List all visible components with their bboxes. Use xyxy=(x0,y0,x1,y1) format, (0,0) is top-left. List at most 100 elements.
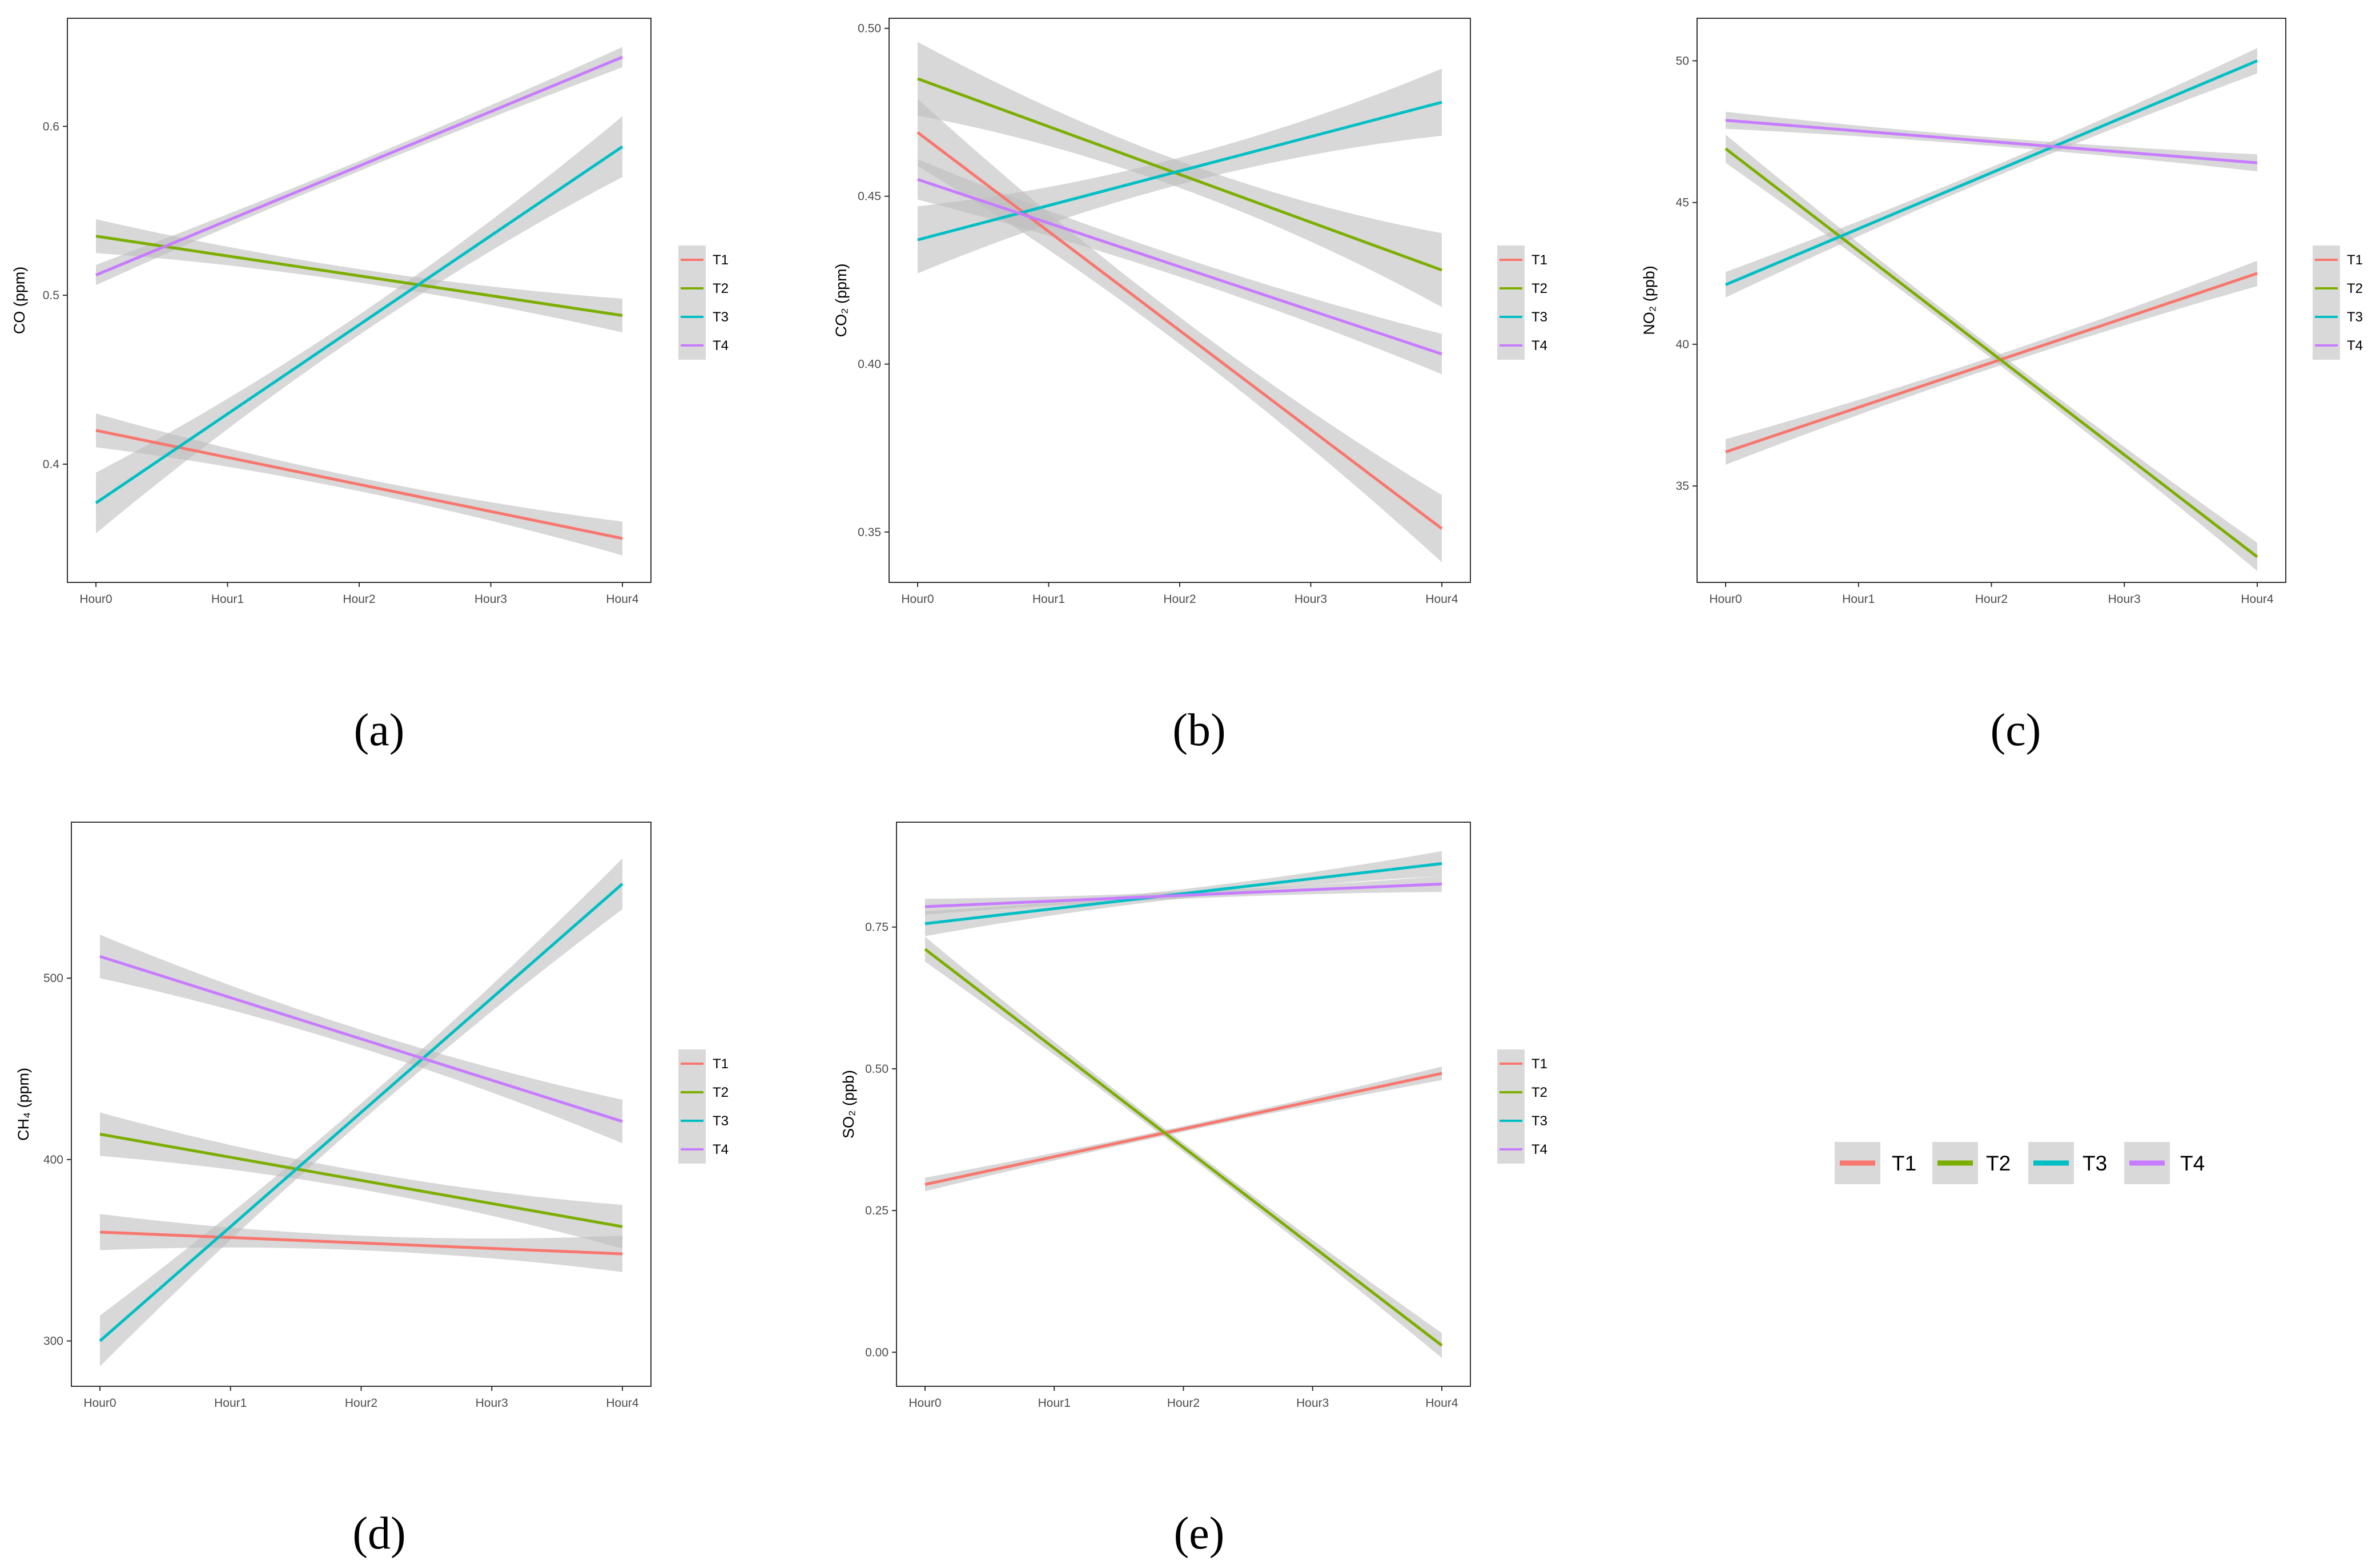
legend-label-t3-e: T3 xyxy=(1531,1113,1547,1129)
y-axis-title-c: NO₂ (ppb) xyxy=(1641,265,1658,335)
y-tick-label-e: 0.75 xyxy=(865,921,889,934)
y-tick-label-c: 45 xyxy=(1676,196,1689,210)
y-tick-label-b: 0.35 xyxy=(858,526,881,539)
x-tick-label-e: Hour4 xyxy=(1425,1397,1458,1410)
x-tick-label-d: Hour2 xyxy=(345,1397,377,1410)
x-tick-label-a: Hour4 xyxy=(606,593,639,606)
legend-label-t4-c: T4 xyxy=(2347,338,2363,353)
series-line-t1-e xyxy=(924,1072,1442,1186)
legend-label-t2-d: T2 xyxy=(713,1085,729,1100)
x-tick-label-d: Hour3 xyxy=(476,1397,508,1410)
x-tick-label-a: Hour2 xyxy=(343,593,375,606)
legend-label-t4-a: T4 xyxy=(713,338,729,353)
series-line-t3-c xyxy=(1725,59,2258,286)
y-tick-label-e: 0.25 xyxy=(865,1204,889,1217)
series-line-t2-a xyxy=(95,235,623,317)
series-line-t4-a xyxy=(95,55,623,276)
y-tick-label-d: 500 xyxy=(43,972,63,985)
x-tick-label-e: Hour3 xyxy=(1296,1397,1329,1410)
legend-label-t2-b: T2 xyxy=(1531,281,1547,296)
y-axis-title-e: SO₂ (ppb) xyxy=(840,1070,857,1138)
x-tick-label-c: Hour1 xyxy=(1842,593,1875,606)
x-tick-label-e: Hour1 xyxy=(1038,1397,1071,1410)
series-line-t2-d xyxy=(99,1132,623,1228)
series-line-t2-e xyxy=(924,948,1443,1347)
series-line-t2-c xyxy=(1724,147,2258,558)
legend-label-t4-d: T4 xyxy=(713,1142,729,1157)
x-tick-label-a: Hour3 xyxy=(475,593,507,606)
caption-e: (e) xyxy=(1174,1508,1225,1559)
legend-label-t2-c: T2 xyxy=(2347,281,2363,296)
shared-legend: T1 T2 T3 T4 xyxy=(1835,1142,2205,1184)
series-line-t1-a xyxy=(95,429,623,540)
legend-label-t1-e: T1 xyxy=(1531,1056,1547,1072)
x-tick-label-b: Hour2 xyxy=(1163,593,1196,606)
caption-a: (a) xyxy=(354,705,405,755)
chart-panel-c: 35 40 45 50 Hour0 Hour1 Hour2 Hour3 Hour4 NO₂ (pp… xyxy=(1641,18,2363,606)
y-axis-title-b: CO₂ (ppm) xyxy=(833,264,850,337)
y-tick-label-d: 300 xyxy=(43,1335,63,1348)
series-line-t4-e xyxy=(924,882,1442,908)
caption-b: (b) xyxy=(1172,705,1225,755)
x-tick-label-a: Hour0 xyxy=(79,593,112,606)
x-tick-label-d: Hour0 xyxy=(83,1397,116,1410)
series-line-t1-c xyxy=(1725,272,2258,453)
y-tick-label-d: 400 xyxy=(43,1153,63,1166)
series-line-t3-b xyxy=(917,100,1442,242)
series-line-t3-d xyxy=(99,883,624,1342)
series-line-t1-b xyxy=(916,131,1443,530)
y-tick-label-a: 0.4 xyxy=(43,458,60,471)
chart-panel-d: 300 400 500 Hour0 Hour1 Hour2 Hour3 Hour4 CH₄ (p… xyxy=(15,822,729,1410)
legend-label-t1-d: T1 xyxy=(713,1056,729,1072)
chart-panel-b: 0.35 0.40 0.45 0.50 Hour0 Hour1 Hour2 Hour3 Hour… xyxy=(833,18,1547,606)
shared-legend-label-t4: T4 xyxy=(2180,1152,2205,1175)
x-tick-label-c: Hour3 xyxy=(2108,593,2141,606)
legend-label-t4-b: T4 xyxy=(1531,338,1547,353)
legend-label-t3-a: T3 xyxy=(713,309,729,325)
y-axis-title-a: CO (ppm) xyxy=(11,267,28,335)
x-tick-label-a: Hour1 xyxy=(211,593,244,606)
series-line-t4-c xyxy=(1725,119,2258,164)
legend-label-t1-b: T1 xyxy=(1531,252,1547,268)
legend-label-t2-a: T2 xyxy=(713,281,729,296)
series-line-t4-b xyxy=(917,178,1442,356)
y-tick-label-e: 0.00 xyxy=(865,1346,889,1359)
series-line-t3-e xyxy=(924,862,1442,926)
caption-d: (d) xyxy=(352,1508,405,1559)
x-tick-label-c: Hour4 xyxy=(2241,593,2274,606)
y-tick-label-b: 0.45 xyxy=(858,190,881,203)
x-tick-label-d: Hour1 xyxy=(214,1397,247,1410)
y-tick-label-b: 0.50 xyxy=(858,22,881,35)
legend-label-t1-a: T1 xyxy=(713,252,729,268)
y-tick-label-a: 0.5 xyxy=(43,289,59,302)
series-line-t2-b xyxy=(917,77,1442,272)
chart-panel-a: 0.4 0.5 0.6 Hour0 Hour1 Hour2 Hour3 Hour4 CO (pp… xyxy=(11,18,729,606)
y-tick-label-a: 0.6 xyxy=(43,120,59,133)
caption-c: (c) xyxy=(1991,705,2041,755)
x-tick-label-c: Hour0 xyxy=(1709,593,1742,606)
x-tick-label-b: Hour4 xyxy=(1425,593,1458,606)
series-line-t4-d xyxy=(99,955,623,1123)
x-tick-label-d: Hour4 xyxy=(606,1397,639,1410)
legend-label-t2-e: T2 xyxy=(1531,1085,1547,1100)
legend-label-t4-e: T4 xyxy=(1531,1142,1547,1157)
y-tick-label-e: 0.50 xyxy=(865,1063,889,1076)
y-tick-label-c: 50 xyxy=(1676,54,1689,67)
chart-panel-e: 0.00 0.25 0.50 0.75 Hour0 Hour1 Hour2 Hour3 Hour… xyxy=(840,822,1547,1410)
legend-label-t1-c: T1 xyxy=(2347,252,2363,268)
legend-label-t3-b: T3 xyxy=(1531,309,1547,325)
series-line-t3-a xyxy=(95,145,624,505)
x-tick-label-b: Hour0 xyxy=(901,593,934,606)
panels: 0.4 0.5 0.6 Hour0 Hour1 Hour2 Hour3 Hour4 CO (pp… xyxy=(11,18,2363,1410)
legend-label-t3-d: T3 xyxy=(713,1113,729,1129)
legend-label-t3-c: T3 xyxy=(2347,309,2363,325)
shared-legend-label-t3: T3 xyxy=(2082,1152,2107,1175)
x-tick-label-b: Hour3 xyxy=(1294,593,1327,606)
series-line-t1-d xyxy=(99,1230,623,1256)
y-tick-label-c: 35 xyxy=(1676,480,1689,493)
x-tick-label-e: Hour2 xyxy=(1167,1397,1200,1410)
y-axis-title-d: CH₄ (ppm) xyxy=(15,1068,32,1141)
y-tick-label-b: 0.40 xyxy=(858,358,881,371)
x-tick-label-b: Hour1 xyxy=(1032,593,1065,606)
